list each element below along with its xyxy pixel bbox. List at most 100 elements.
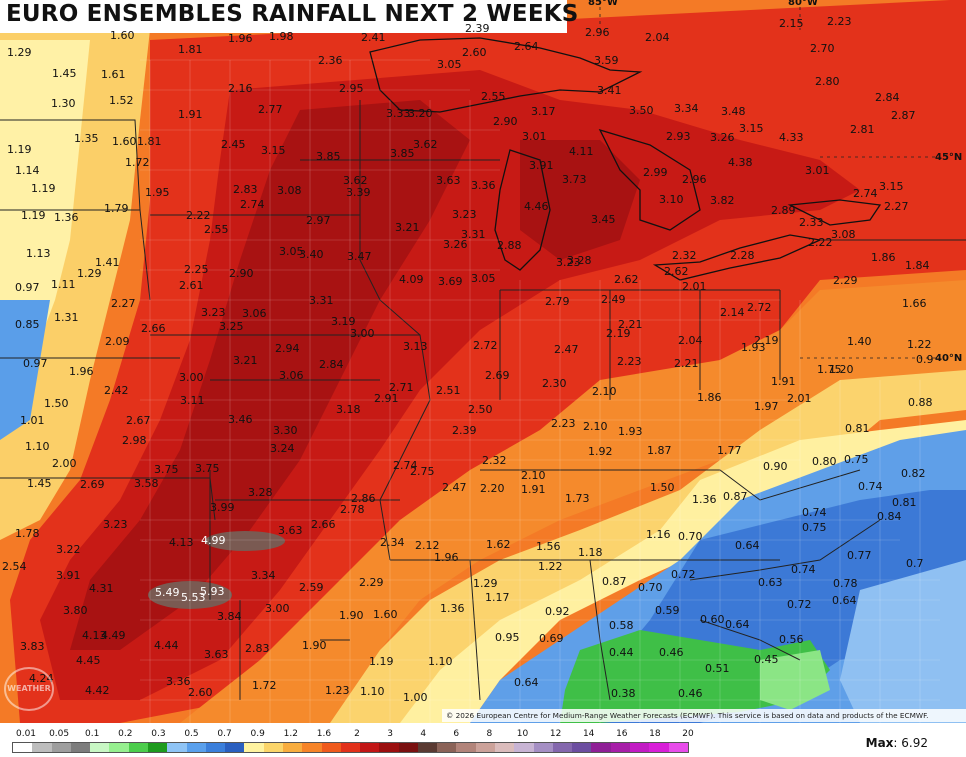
rainfall-value: 1.00 xyxy=(403,691,428,704)
legend-swatch xyxy=(70,743,91,752)
legend-swatch xyxy=(591,743,611,752)
rainfall-value: 3.85 xyxy=(390,147,415,160)
rainfall-value: 1.56 xyxy=(536,540,561,553)
legend-tick-label: 0.2 xyxy=(118,729,133,739)
rainfall-value: 3.83 xyxy=(20,640,45,653)
rainfall-value: 0.97 xyxy=(23,357,48,370)
legend-swatch xyxy=(417,743,438,752)
rainfall-value: 3.85 xyxy=(316,150,341,163)
rainfall-value: 3.24 xyxy=(270,442,295,455)
rainfall-value: 2.72 xyxy=(473,339,498,352)
rainfall-value: 1.73 xyxy=(565,492,590,505)
rainfall-value: 2.49 xyxy=(601,293,626,306)
rain-field-deepest xyxy=(70,100,470,650)
legend-swatch xyxy=(90,743,110,752)
rainfall-value: 2.79 xyxy=(545,295,570,308)
legend-swatch xyxy=(398,743,418,752)
rainfall-value: 4.11 xyxy=(569,145,594,158)
rainfall-value: 1.62 xyxy=(486,538,511,551)
rainfall-value: 3.06 xyxy=(242,307,267,320)
legend-swatch xyxy=(649,743,669,752)
legend-tick-label: 0.1 xyxy=(85,729,100,739)
rainfall-value: 5.53 xyxy=(181,591,206,604)
rainfall-value: 2.10 xyxy=(583,420,608,433)
rainfall-value: 2.16 xyxy=(228,82,253,95)
rainfall-value: 3.31 xyxy=(461,228,486,241)
rainfall-value: 1.91 xyxy=(771,375,796,388)
rainfall-value: 0.80 xyxy=(812,455,837,468)
rainfall-value: 1.29 xyxy=(77,267,102,280)
legend-swatch xyxy=(302,743,322,752)
rainfall-value: 3.05 xyxy=(471,272,496,285)
rainfall-value: 2.20 xyxy=(480,482,505,495)
rainfall-value: 1.14 xyxy=(15,164,40,177)
rainfall-value: 2.83 xyxy=(245,642,270,655)
rainfall-value: 3.36 xyxy=(471,179,496,192)
rainfall-value: 3.01 xyxy=(522,130,547,143)
rainfall-value: 1.19 xyxy=(7,143,32,156)
rain-field-michigan-core xyxy=(520,140,640,260)
rainfall-value: 2.19 xyxy=(606,327,631,340)
rainfall-value: 2.41 xyxy=(361,31,386,44)
legend-swatch xyxy=(225,743,245,752)
rainfall-value: 3.33 xyxy=(386,107,411,120)
rainfall-value: 3.25 xyxy=(219,320,244,333)
rainfall-value: 3.26 xyxy=(710,131,735,144)
rainfall-value: 0.46 xyxy=(678,687,703,700)
rainfall-value: 2.96 xyxy=(585,26,610,39)
rainfall-value: 1.13 xyxy=(26,247,51,260)
rainfall-value: 3.00 xyxy=(350,327,375,340)
rainfall-value: 1.30 xyxy=(51,97,76,110)
rainfall-value: 2.09 xyxy=(105,335,130,348)
rainfall-value: 3.58 xyxy=(134,477,159,490)
rainfall-value: 1.36 xyxy=(54,211,79,224)
rainfall-value: 3.41 xyxy=(597,84,622,97)
rainfall-value: 2.34 xyxy=(380,536,405,549)
rainfall-value: 2.28 xyxy=(730,249,755,262)
rainfall-value: 3.10 xyxy=(659,193,684,206)
rainfall-value: 1.91 xyxy=(178,108,203,121)
rainfall-value: 2.45 xyxy=(221,138,246,151)
legend-swatch xyxy=(495,743,515,752)
rainfall-value: 4.13 xyxy=(82,629,107,642)
rainfall-value: 0.84 xyxy=(877,510,902,523)
legend-swatch xyxy=(244,743,264,752)
legend-tick-label: 12 xyxy=(549,729,562,739)
rainfall-value: 4.99 xyxy=(201,534,226,547)
rainfall-value: 2.72 xyxy=(747,301,772,314)
rainfall-value: 2.64 xyxy=(514,40,539,53)
rainfall-value: 1.45 xyxy=(52,67,77,80)
color-legend: 0.01 0.05 0.1 0.2 0.3 0.5 0.7 0.9 1.2 1.6 2 3 4 6 8 10 1… xyxy=(0,723,966,757)
rainfall-value: 3.91 xyxy=(529,159,554,172)
rainfall-value: 1.17 xyxy=(485,591,510,604)
legend-tick-label: 0.05 xyxy=(49,729,70,739)
rainfall-value: 1.10 xyxy=(360,685,385,698)
title-box: EURO ENSEMBLES RAINFALL NEXT 2 WEEKS xyxy=(0,0,578,33)
graticule xyxy=(599,0,940,359)
max-value: Max: 6.92 xyxy=(866,736,928,750)
rainfall-value: 0.97 xyxy=(15,281,40,294)
legend-swatch xyxy=(437,743,457,752)
map-title: EURO ENSEMBLES RAINFALL NEXT 2 WEEKS xyxy=(6,1,579,27)
rainfall-value: 2.55 xyxy=(481,90,506,103)
rainfall-value: 2.91 xyxy=(374,392,399,405)
rainfall-value: 2.66 xyxy=(311,518,336,531)
rainfall-value: 1.19 xyxy=(21,209,46,222)
rainfall-value: 3.82 xyxy=(710,194,735,207)
rainfall-value: 2.23 xyxy=(617,355,642,368)
rainfall-value: 0.58 xyxy=(609,619,634,632)
rainfall-value: 2.89 xyxy=(771,204,796,217)
rainfall-value: 0.82 xyxy=(901,467,926,480)
rainfall-value: 1.16 xyxy=(646,528,671,541)
rainfall-value: 2.88 xyxy=(497,239,522,252)
rainfall-value: 1.45 xyxy=(27,477,52,490)
rainfall-value: 2.97 xyxy=(306,214,331,227)
rainfall-value: 2.27 xyxy=(111,297,136,310)
rainfall-value: 2.22 xyxy=(186,209,211,222)
rainfall-value: 4.38 xyxy=(728,156,753,169)
rainfall-value: 3.99 xyxy=(210,501,235,514)
rainfall-value: 4.42 xyxy=(85,684,110,697)
rainfall-value: 1.81 xyxy=(137,135,162,148)
rainfall-value: 1.66 xyxy=(902,297,927,310)
rainfall-value: 1.92 xyxy=(588,445,613,458)
